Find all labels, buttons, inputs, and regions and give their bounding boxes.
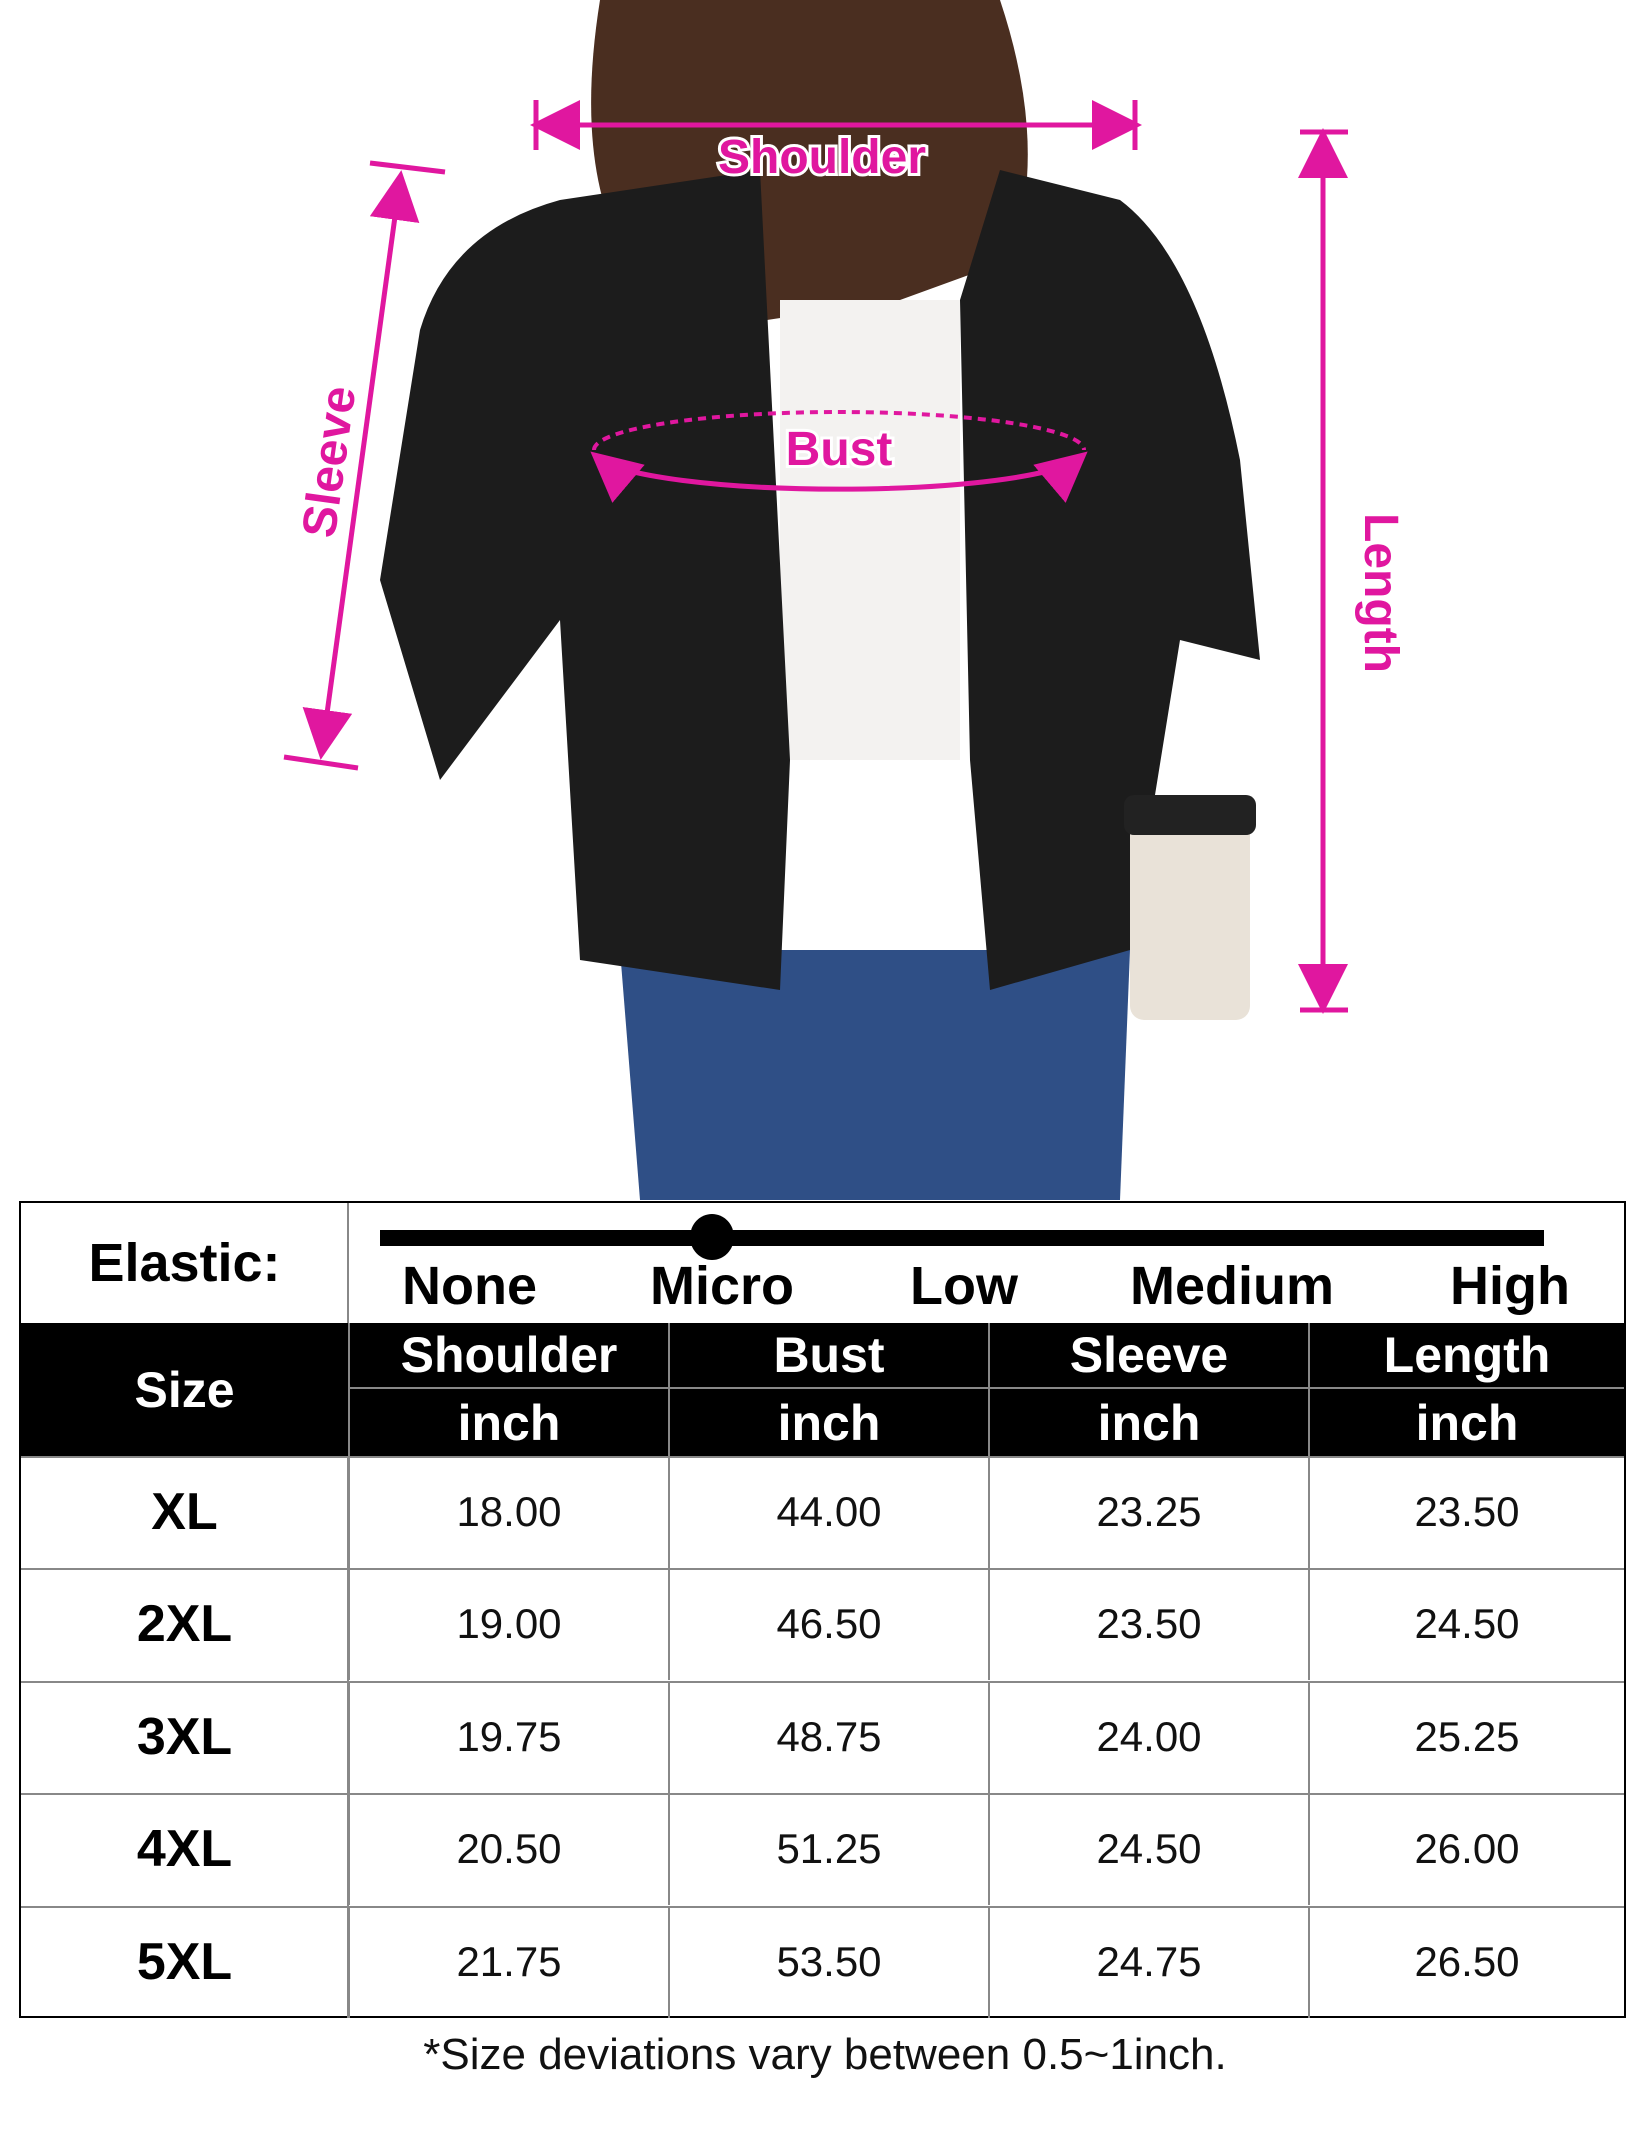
table-cell: 23.50 xyxy=(1308,1456,1624,1568)
table-cell: 44.00 xyxy=(668,1456,988,1568)
table-cell: 53.50 xyxy=(668,1905,988,2018)
table-cell: 26.50 xyxy=(1308,1905,1624,2018)
white-top xyxy=(780,300,960,760)
elastic-scale-bar xyxy=(380,1230,1544,1246)
elastic-level-high: High xyxy=(1450,1256,1570,1316)
column-unit: inch xyxy=(668,1389,988,1456)
bust-measure: Bust xyxy=(590,410,1088,503)
column-header: Length xyxy=(1308,1323,1624,1389)
column-header: Sleeve xyxy=(988,1323,1308,1389)
table-row-size: 5XL xyxy=(136,1932,233,1991)
column-header: Bust xyxy=(668,1323,988,1389)
table-cell: 46.50 xyxy=(668,1568,988,1681)
table-cell: 19.75 xyxy=(348,1680,668,1793)
elastic-level-micro: Micro xyxy=(650,1256,795,1316)
length-label: Length xyxy=(1354,513,1407,673)
table-cell: 25.25 xyxy=(1308,1680,1624,1793)
elastic-label: Elastic: xyxy=(88,1233,281,1293)
length-measure: Length xyxy=(1298,128,1410,1014)
bust-label: Bust xyxy=(786,423,893,476)
size-header: Size xyxy=(21,1323,348,1456)
table-row-size: XL xyxy=(151,1483,218,1541)
table-row-size: 4XL xyxy=(136,1820,233,1879)
table-cell: 24.00 xyxy=(988,1680,1308,1793)
table-cell: 48.75 xyxy=(668,1680,988,1793)
column-unit: inch xyxy=(1308,1389,1624,1456)
table-cell: 20.50 xyxy=(348,1793,668,1906)
shoulder-label: Shoulder xyxy=(718,131,926,184)
shoulder-measure: Shoulder xyxy=(530,100,1142,187)
product-photo: Shoulder Sleeve Bust Length xyxy=(283,0,1410,1200)
size-chart-table xyxy=(19,1201,1626,2018)
column-unit: inch xyxy=(348,1389,668,1456)
table-cell: 21.75 xyxy=(348,1905,668,2018)
coffee-cup xyxy=(1130,820,1250,1020)
elastic-level-low: Low xyxy=(910,1256,1018,1316)
elastic-level-medium: Medium xyxy=(1130,1256,1335,1316)
table-cell: 23.25 xyxy=(988,1456,1308,1568)
column-unit: inch xyxy=(988,1389,1308,1456)
table-cell: 51.25 xyxy=(668,1793,988,1906)
footnote: *Size deviations vary between 0.5~1inch. xyxy=(423,2030,1227,2079)
elastic-indicator xyxy=(690,1214,734,1260)
table-row-size: 3XL xyxy=(136,1707,233,1766)
table-cell: 26.00 xyxy=(1308,1793,1624,1906)
jeans xyxy=(620,950,1130,1200)
table-cell: 19.00 xyxy=(348,1568,668,1681)
elastic-level-none: None xyxy=(402,1256,537,1316)
table-cell: 24.50 xyxy=(988,1793,1308,1906)
table-cell: 23.50 xyxy=(988,1568,1308,1681)
cardigan xyxy=(380,170,1260,990)
table-cell: 24.75 xyxy=(988,1905,1308,2018)
table-cell: 24.50 xyxy=(1308,1568,1624,1681)
table-cell: 18.00 xyxy=(348,1456,668,1568)
table-row-size: 2XL xyxy=(136,1595,233,1654)
column-header: Shoulder xyxy=(348,1323,668,1389)
